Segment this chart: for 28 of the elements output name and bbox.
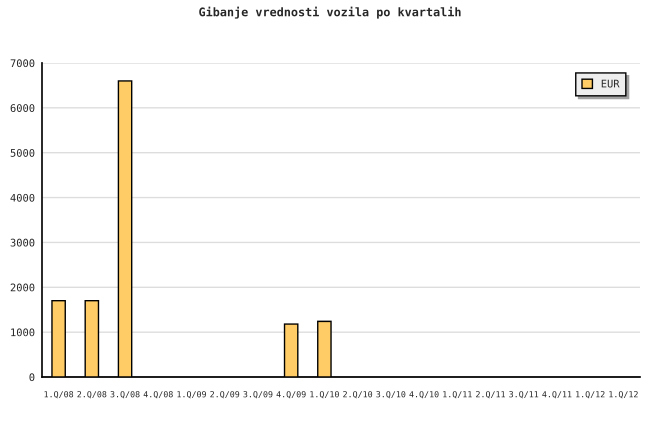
x-tick-label: 3.Q/09 [243, 391, 272, 398]
y-tick-label: 0 [29, 373, 34, 382]
x-tick-label: 1.Q/08 [44, 391, 74, 398]
y-tick-label: 7000 [10, 59, 34, 68]
y-tick-label: 1000 [11, 328, 34, 336]
x-tick-label: 2.Q/08 [77, 391, 106, 398]
x-tick-label: 2.Q/11 [476, 391, 505, 398]
x-tick-label: 4.Q/11 [542, 391, 572, 398]
x-tick-label: 3.Q/08 [110, 391, 140, 398]
x-tick-label: 1.Q/12 [576, 391, 605, 398]
x-tick-label: 2.Q/10 [343, 391, 372, 398]
x-tick-label: 4.Q/10 [409, 391, 439, 398]
x-tick-label: 2.Q/09 [210, 391, 240, 398]
x-tick-label: 1.Q/12 [609, 391, 638, 398]
y-tick-label: 6000 [10, 104, 34, 112]
legend-label: EUR [602, 80, 620, 88]
x-tick-label: 4.Q/08 [144, 391, 173, 398]
x-tick-label: 1.Q/09 [177, 391, 206, 398]
y-tick-label: 2000 [10, 284, 34, 292]
x-tick-label: 3.Q/10 [376, 391, 406, 398]
x-tick-label: 4.Q/09 [276, 391, 306, 398]
y-tick-label: 3000 [10, 238, 34, 247]
x-tick-label: 3.Q/11 [509, 391, 538, 398]
chart-title: Gibanje vrednosti vozila po kvartalih [199, 6, 461, 19]
x-tick-label: 1.Q/10 [310, 391, 339, 398]
x-tick-label: 1.Q/11 [443, 391, 472, 398]
y-tick-label: 5000 [10, 148, 34, 157]
y-tick-label: 4000 [10, 194, 34, 202]
